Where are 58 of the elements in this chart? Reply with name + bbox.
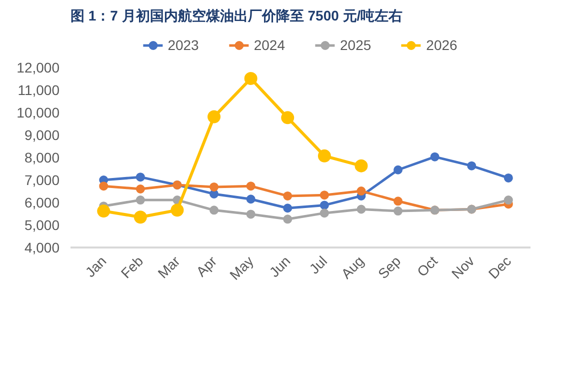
point: [283, 204, 292, 213]
point: [320, 208, 329, 218]
point: [320, 190, 329, 200]
point: [246, 182, 256, 191]
legend-label: 2024: [254, 37, 285, 53]
point: [394, 165, 403, 174]
chart-title: 图 1：7 月初国内航空煤油出厂价降至 7500 元/吨左右: [70, 8, 403, 24]
x-tick-label: Mar: [154, 252, 184, 282]
legend-label: 2025: [340, 37, 372, 53]
legend-label: 2023: [168, 37, 199, 53]
point: [99, 182, 108, 191]
point: [320, 200, 329, 210]
legend-label: 2026: [426, 37, 458, 53]
x-tick-label: Apr: [192, 252, 220, 280]
point: [318, 149, 331, 162]
point: [504, 173, 513, 182]
point: [354, 159, 368, 172]
x-tick-label: May: [226, 252, 256, 283]
point: [244, 72, 258, 86]
y-tick-label: 9,000: [24, 127, 60, 143]
x-tick-label: Nov: [448, 252, 478, 282]
y-tick-label: 12,000: [16, 60, 60, 76]
y-tick-label: 4,000: [24, 240, 60, 256]
y-tick-label: 6,000: [24, 194, 60, 210]
point: [356, 204, 366, 214]
point: [136, 172, 145, 182]
point: [97, 204, 110, 218]
x-tick-label: Sep: [374, 252, 404, 282]
y-tick-label: 7,000: [24, 172, 60, 188]
point: [283, 214, 292, 224]
point: [134, 210, 147, 224]
x-tick-label: Oct: [414, 252, 441, 280]
point: [246, 210, 256, 219]
x-tick-label: Aug: [338, 252, 367, 282]
point: [246, 194, 256, 204]
point: [394, 196, 403, 206]
y-tick-label: 11,000: [18, 82, 60, 98]
point: [170, 204, 184, 217]
point: [430, 152, 440, 162]
point: [136, 184, 145, 194]
x-tick-label: Jan: [82, 252, 110, 280]
x-tick-label: Feb: [118, 252, 146, 282]
y-tick-label: 10,000: [16, 104, 60, 120]
x-tick-label: Dec: [485, 252, 514, 282]
y-tick-label: 8,000: [24, 150, 60, 166]
point: [210, 206, 219, 215]
point: [136, 196, 145, 205]
x-tick-label: Jul: [306, 252, 330, 277]
point: [394, 206, 403, 216]
point: [208, 110, 221, 124]
point: [356, 186, 366, 196]
point: [504, 196, 513, 205]
y-tick-label: 5,000: [24, 217, 60, 233]
point: [210, 182, 219, 192]
point: [283, 191, 292, 200]
x-tick-label: Jun: [266, 252, 294, 280]
point: [281, 111, 294, 124]
point: [467, 161, 476, 170]
